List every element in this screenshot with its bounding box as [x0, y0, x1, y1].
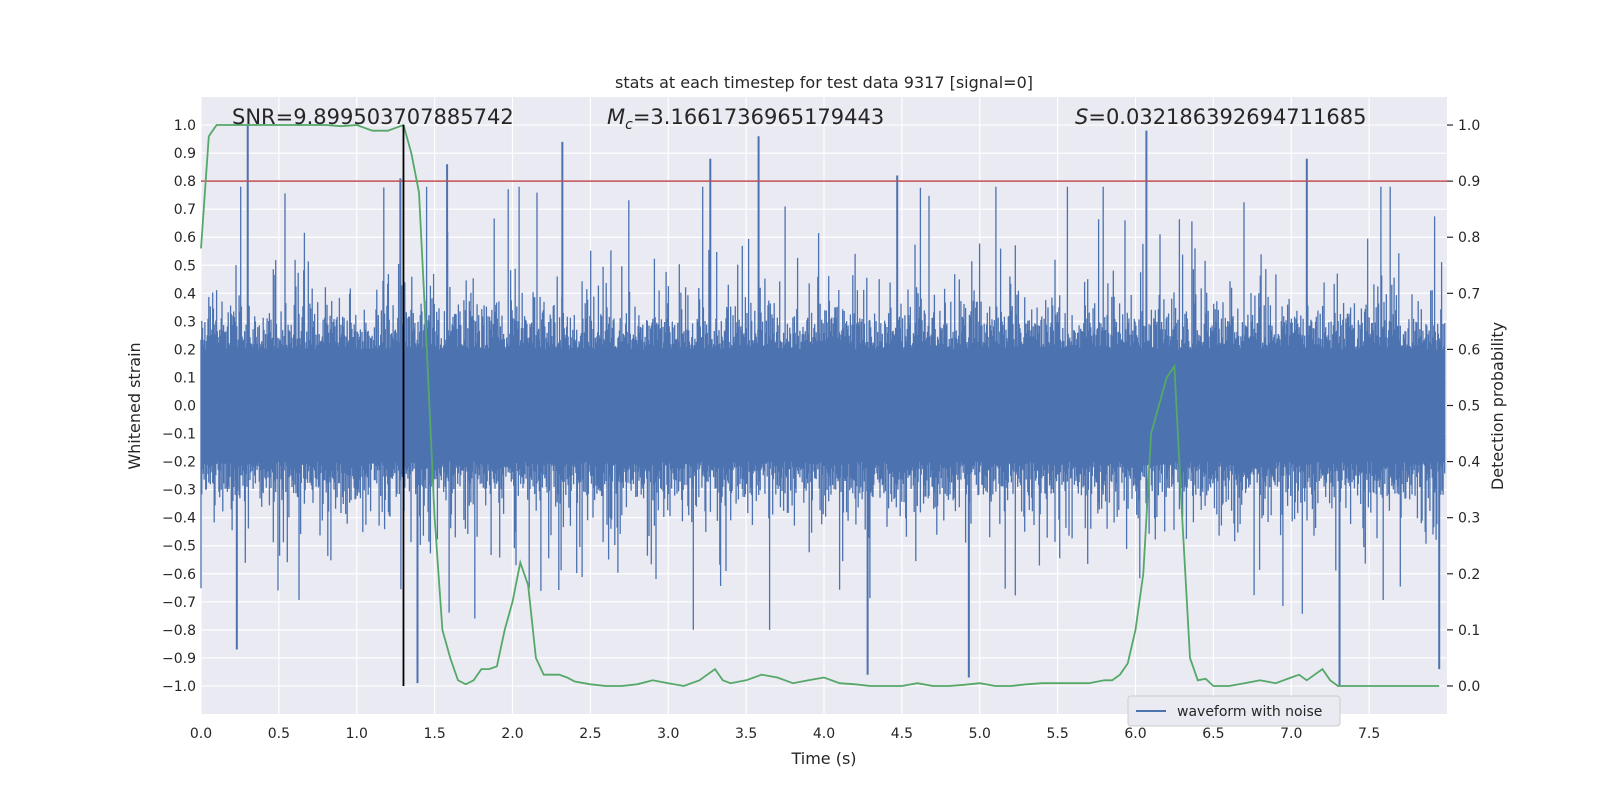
y-right-tick-label: 0.8: [1458, 230, 1480, 246]
y-right-tick-label: 0.6: [1458, 342, 1480, 358]
x-tick-label: 7.0: [1280, 726, 1302, 742]
waveform-peaks: [235, 125, 1441, 686]
y-left-tick-label: −0.4: [162, 511, 196, 527]
y-right-axis-label: Detection probability: [1488, 322, 1507, 490]
chirp-mass-value: =3.1661736965179443: [633, 105, 884, 129]
y-left-tick-label: 0.4: [174, 286, 196, 302]
x-tick-label: 2.5: [579, 726, 601, 742]
x-tick-label: 4.0: [813, 726, 835, 742]
s-value: =0.032186392694711685: [1088, 105, 1366, 129]
snr-annotation: SNR=9.899503707885742: [232, 105, 514, 129]
y-left-tick-label: −0.7: [162, 595, 196, 611]
y-left-axis-label: Whitened strain: [125, 342, 144, 469]
y-left-tick-label: 1.0: [174, 118, 196, 134]
x-tick-label: 4.5: [891, 726, 913, 742]
y-left-tick-label: −0.5: [162, 539, 196, 555]
x-tick-label: 1.0: [346, 726, 368, 742]
probability-line: [200, 123, 1440, 687]
x-tick-label: 6.5: [1202, 726, 1224, 742]
y-left-tick-label: −0.2: [162, 455, 196, 471]
y-left-tick-label: 0.5: [174, 258, 196, 274]
x-tick-label: 2.0: [501, 726, 523, 742]
chirp-mass-symbol: M: [607, 105, 625, 129]
y-left-tick-label: 0.7: [174, 202, 196, 218]
y-right-tick-label: 0.7: [1458, 286, 1480, 302]
x-tick-label: 7.5: [1358, 726, 1380, 742]
s-annotation: S=0.032186392694711685: [1075, 105, 1366, 129]
y-left-tick-label: −0.9: [162, 651, 196, 667]
s-symbol: S: [1075, 105, 1088, 129]
x-axis-label: Time (s): [790, 749, 856, 768]
legend: waveform with noise: [1127, 695, 1341, 727]
x-tick-label: 3.5: [735, 726, 757, 742]
y-left-tick-label: 0.9: [174, 146, 196, 162]
waveform-series: [200, 186, 1446, 630]
x-tick-label: 5.5: [1046, 726, 1068, 742]
x-axis-ticks: 0.0 0.5 1.0 1.5 2.0 2.5 3.0 3.5 4.0 4.5 5.0 5.5 6.0 6…: [190, 726, 1380, 742]
probability-series: [200, 123, 1440, 687]
x-tick-label: 1.5: [423, 726, 445, 742]
x-tick-label: 0.5: [268, 726, 290, 742]
y-right-tick-label: 0.0: [1458, 679, 1480, 695]
y-right-tick-label: 1.0: [1458, 118, 1480, 134]
x-tick-label: 6.0: [1124, 726, 1146, 742]
x-tick-label: 5.0: [969, 726, 991, 742]
y-left-tick-label: 0.3: [174, 314, 196, 330]
y-left-tick-label: −0.1: [162, 427, 196, 443]
y-right-tick-label: 0.3: [1458, 511, 1480, 527]
y-left-tick-label: 0.8: [174, 174, 196, 190]
chirp-mass-subscript: c: [625, 117, 633, 133]
y-left-tick-label: −0.6: [162, 567, 196, 583]
y-right-tick-label: 0.4: [1458, 455, 1480, 471]
y-right-tick-label: 0.2: [1458, 567, 1480, 583]
y-right-axis-ticks: 1.0 0.9 0.8 0.7 0.6 0.5 0.4 0.3 0.2 0.1 0.0: [1447, 118, 1480, 695]
legend-label-waveform: waveform with noise: [1177, 704, 1322, 720]
y-left-tick-label: 0.2: [174, 342, 196, 358]
x-tick-label: 3.0: [657, 726, 679, 742]
legend-box: [1127, 695, 1341, 727]
y-right-tick-label: 0.5: [1458, 399, 1480, 415]
waveform-trace: [200, 186, 1446, 630]
chart-title: stats at each timestep for test data 931…: [615, 73, 1033, 92]
y-left-tick-label: 0.1: [174, 370, 196, 386]
chirp-mass-annotation: Mc=3.1661736965179443: [607, 105, 884, 133]
y-left-tick-label: 0.0: [174, 399, 196, 415]
y-left-axis-ticks: 1.0 0.9 0.8 0.7 0.6 0.5 0.4 0.3 0.2 0.1 0.0 −0.1 −0.…: [162, 118, 196, 695]
y-left-tick-label: 0.6: [174, 230, 196, 246]
y-right-tick-label: 0.1: [1458, 623, 1480, 639]
y-left-tick-label: −0.3: [162, 483, 196, 499]
y-left-tick-label: −0.8: [162, 623, 196, 639]
y-right-tick-label: 0.9: [1458, 174, 1480, 190]
x-tick-label: 0.0: [190, 726, 212, 742]
y-left-tick-label: −1.0: [162, 679, 196, 695]
